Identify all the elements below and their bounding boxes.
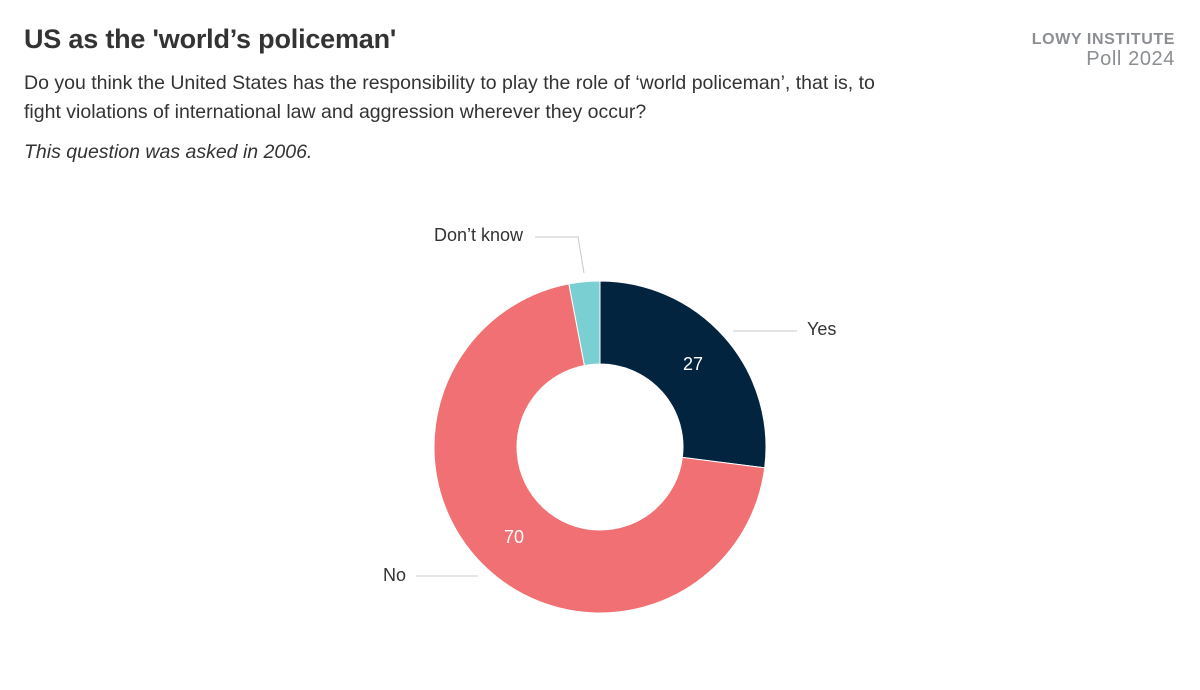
slice-yes xyxy=(599,280,767,469)
slice-labels: 27 Yes 70 No Don’t know xyxy=(383,225,836,585)
brand-edition: Poll 2024 xyxy=(1086,48,1175,70)
label-connectors xyxy=(416,236,797,577)
connector-don-t-know xyxy=(535,236,585,274)
chart-subtitle: Do you think the United States has the r… xyxy=(24,72,875,123)
chart-title: US as the 'world’s policeman' xyxy=(24,24,397,54)
brand-name: LOWY INSTITUTE xyxy=(1031,31,1175,48)
value-label-yes: 27 xyxy=(683,354,703,374)
slice-no xyxy=(433,283,766,614)
slice-don-t-know xyxy=(568,280,601,367)
donut-slices xyxy=(433,280,767,614)
chart-note: This question was asked in 2006. xyxy=(24,141,313,163)
category-label-no: No xyxy=(383,565,406,585)
category-label-yes: Yes xyxy=(807,319,836,339)
brand-logo: LOWY INSTITUTE Poll 2024 xyxy=(1032,30,1175,69)
value-label-no: 70 xyxy=(504,527,524,547)
category-label-don-t-know: Don’t know xyxy=(434,225,524,245)
